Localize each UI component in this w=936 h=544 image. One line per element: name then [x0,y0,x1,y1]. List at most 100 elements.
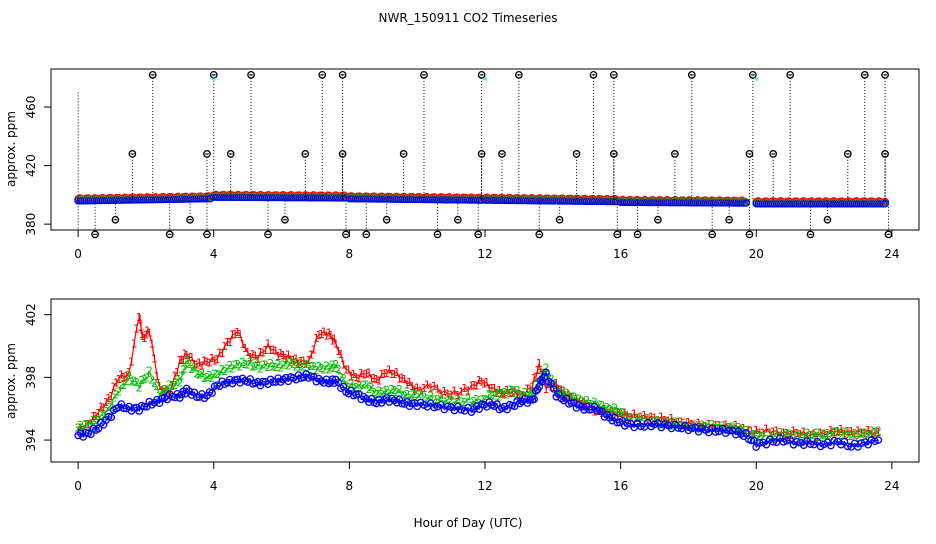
bottom-series-2-marker: 2 [444,393,451,406]
bottom-series-2-marker: 2 [797,430,804,443]
bottom-series-2-marker: 2 [313,364,320,377]
bottom-series-1-marker: 1 [280,349,287,362]
bottom-series-1-marker: 1 [148,338,155,351]
top-high-flag-marker [749,71,757,79]
bottom-series-1-marker: 1 [254,353,261,366]
bottom-series-2-marker: 2 [329,358,336,371]
top-low-flag-marker [433,230,442,239]
top-mid-flag-marker [338,150,347,158]
bottom-series-1-marker: 1 [760,427,767,440]
top-low-flag-marker [474,230,483,239]
bottom-series-2-marker: 2 [326,363,333,376]
bottom-series-2-marker: 2 [123,375,130,388]
bottom-series-2-marker: 2 [267,357,274,370]
bottom-series-1-marker: 1 [841,428,848,441]
bottom-series-1-marker: 1 [378,368,385,381]
bottom-series-1-marker: 1 [90,410,97,423]
bottom-series-1-marker: 1 [532,371,539,384]
bottom-series-1-marker: 1 [363,368,370,381]
bottom-series-2-marker: 2 [345,381,352,394]
bottom-series-1-marker: 1 [800,426,807,439]
bottom-series-1-marker: 1 [468,379,475,392]
bottom-series-2-marker: 2 [871,426,878,439]
bottom-series-2-marker: 2 [128,375,135,388]
bottom-series-2-marker: 2 [353,381,360,394]
bottom-series-1-marker: 1 [95,407,102,420]
bottom-series-1-marker: 1 [637,411,644,424]
bottom-series-1-marker: 1 [183,349,190,362]
top-mid-flag-marker [769,150,778,158]
top-y-tick-label: 420 [24,154,38,177]
bottom-series-1-marker: 1 [604,407,611,420]
top-x-axis: 0 4 8 12 16 20 24 [74,230,900,261]
bottom-series-2-marker: 2 [404,388,411,401]
bottom-series-2-marker: 2 [308,360,315,373]
top-data-marks: * * * [74,71,893,239]
bottom-series-2-marker: 2 [514,384,521,397]
top-high-flag-marker [687,71,696,79]
bottom-series-2-marker: 2 [437,391,444,404]
bottom-series-2-marker: 2 [90,414,97,427]
bottom-series-2-marker: 2 [634,411,641,424]
bottom-series-1-marker: 1 [827,424,834,437]
bottom-series-2-marker: 2 [206,369,213,382]
bottom-y-tick-label: 402 [24,303,38,326]
bottom-series-1-marker: 1 [654,415,661,428]
top-cyan-point: * [482,75,488,88]
bottom-series-3-marker [208,389,216,397]
bottom-series-2-marker: 2 [420,390,427,403]
bottom-series-2-marker: 2 [118,378,125,391]
bottom-series-2-marker: 2 [793,430,800,443]
bottom-series-1-marker: 1 [409,380,416,393]
bottom-series-2-marker: 2 [593,400,600,413]
bottom-series-2-marker: 2 [98,409,105,422]
bottom-series-1-marker: 1 [229,329,236,342]
top-high-flag-marker [881,71,889,79]
bottom-series-2-marker: 2 [209,372,216,385]
bottom-series-1-marker: 1 [651,412,658,425]
bottom-series-1-marker: 1 [285,349,292,362]
bottom-series-2-marker: 2 [287,356,294,369]
bottom-series-2-marker: 2 [198,367,205,380]
bottom-x-axis: 0 4 8 12 16 20 24 [74,462,900,493]
bottom-series-1-marker: 1 [748,425,755,438]
bottom-series-3-marker [687,424,696,433]
bottom-series-1-marker: 1 [838,423,845,436]
bottom-series-1-marker: 1 [504,384,511,397]
bottom-series-1-marker: 1 [139,330,146,343]
bottom-series-1-marker: 1 [614,406,621,419]
top-y-axis-label: approx. ppm [4,111,18,187]
bottom-series-2-marker: 2 [383,384,390,397]
top-low-flag-marker [91,230,99,239]
bottom-series-2-marker: 2 [178,370,185,383]
bottom-series-2-marker: 2 [262,359,269,372]
bottom-series-1-marker: 1 [722,418,729,431]
bottom-series-1-marker: 1 [262,344,269,357]
bottom-series-1-marker: 1 [87,417,94,430]
bottom-series-1-marker: 1 [699,420,706,433]
bottom-series-1-marker: 1 [470,379,477,392]
bottom-series-2-marker: 2 [441,396,448,409]
bottom-series-2-marker: 2 [295,357,302,370]
top-high-flag-marker [209,71,218,79]
bottom-series-2-marker: 2 [838,429,845,442]
bottom-series-2-marker: 2 [298,360,305,373]
bottom-series-1-marker: 1 [756,426,763,439]
bottom-series-3-marker [623,419,632,428]
bottom-series-3-marker [830,436,839,445]
top-low-flag-marker [806,230,815,239]
bottom-series-1-marker: 1 [209,352,216,365]
bottom-series-2-marker: 2 [541,366,548,379]
bottom-series-1-marker: 1 [376,374,383,387]
bottom-series-1-marker: 1 [342,364,349,377]
top-low-flag-marker [165,230,174,239]
top-mid-flag-marker [572,150,581,158]
bottom-series-3-marker [542,368,550,377]
bottom-series-2-marker: 2 [166,379,173,392]
bottom-series-1-marker: 1 [473,380,480,393]
bottom-series-1-marker: 1 [810,428,817,441]
bottom-series-3-marker [398,399,406,408]
bottom-series-2-marker: 2 [75,422,82,435]
